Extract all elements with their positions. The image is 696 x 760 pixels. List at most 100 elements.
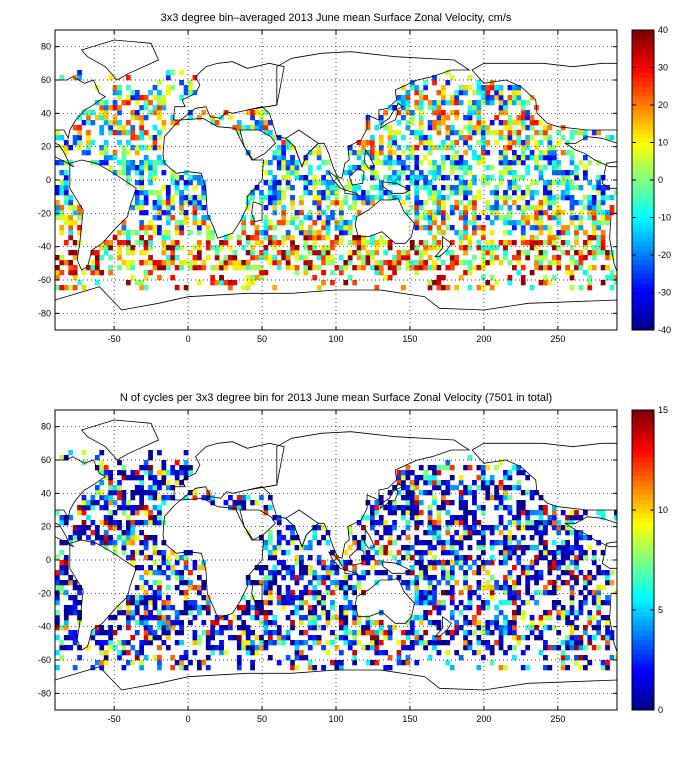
bin-cell <box>241 500 247 506</box>
bin-cell <box>578 590 584 596</box>
bin-cell <box>272 135 278 141</box>
bin-cell <box>99 540 105 546</box>
bin-cell <box>143 145 149 151</box>
coastline <box>162 497 264 619</box>
bin-cell <box>148 170 153 176</box>
bin-cell <box>427 595 433 601</box>
bin-cell <box>467 530 473 536</box>
bin-cell <box>108 520 113 526</box>
bin-cell <box>574 165 579 171</box>
colorbar-segment <box>632 592 654 598</box>
bin-cell <box>55 625 60 631</box>
bin-cell <box>401 660 406 666</box>
bin-cell <box>157 590 162 596</box>
bin-cell <box>485 240 491 246</box>
bin-cell <box>139 480 145 486</box>
bin-cell <box>112 545 118 551</box>
bin-cell <box>543 225 548 231</box>
bin-cell <box>516 635 522 641</box>
bin-cell <box>86 110 91 116</box>
bin-cell <box>299 615 304 621</box>
bin-cell <box>72 635 78 641</box>
bin-cell <box>569 590 575 596</box>
bin-cell <box>157 260 162 266</box>
bin-cell <box>130 110 136 116</box>
bin-cell <box>556 160 562 166</box>
bin-cell <box>472 215 477 221</box>
bin-cell <box>516 540 522 546</box>
bin-cell <box>401 580 406 586</box>
bin-cell <box>108 120 113 126</box>
colorbar-segment <box>632 231 654 237</box>
bin-cell <box>467 640 473 646</box>
bin-cell <box>259 620 264 626</box>
bin-cell <box>498 100 504 106</box>
bin-cell <box>480 255 486 261</box>
bin-cell <box>148 630 153 636</box>
bin-cell <box>303 230 309 236</box>
bin-cell <box>117 245 122 251</box>
bin-cell <box>551 625 557 631</box>
bin-cell <box>401 640 406 646</box>
bin-cell <box>467 630 473 636</box>
bin-cell <box>183 210 189 216</box>
bin-cell <box>263 540 269 546</box>
bin-cell <box>196 220 202 226</box>
bin-cell <box>547 225 553 231</box>
bin-cell <box>99 465 105 471</box>
bin-cell <box>378 520 384 526</box>
bin-cell <box>103 145 109 151</box>
bin-cell <box>134 90 140 96</box>
bin-cell <box>436 210 442 216</box>
bin-cell <box>458 610 464 616</box>
bin-cell <box>125 515 131 521</box>
bin-cell <box>445 550 451 556</box>
bin-cell <box>72 585 78 591</box>
bin-cell <box>427 160 433 166</box>
bin-cell <box>534 625 539 631</box>
bin-cell <box>259 115 264 121</box>
bin-cell <box>152 490 158 496</box>
bin-cell <box>152 600 158 606</box>
bin-cell <box>72 610 78 616</box>
bin-cell <box>130 130 136 136</box>
bin-cell <box>143 545 149 551</box>
bin-cell <box>210 635 216 641</box>
bin-cell <box>325 230 331 236</box>
bin-cell <box>263 270 269 276</box>
bin-cell <box>432 200 437 206</box>
bin-cell <box>121 610 127 616</box>
bin-cell <box>467 485 473 491</box>
colorbar-segment <box>632 325 654 331</box>
bin-cell <box>396 155 402 161</box>
bin-cell <box>476 90 482 96</box>
bin-cell <box>121 640 127 646</box>
bin-cell <box>68 630 74 636</box>
bin-cell <box>352 240 358 246</box>
bin-cell <box>605 570 610 576</box>
bin-cell <box>90 495 96 501</box>
bin-cell <box>520 510 526 516</box>
bin-cell <box>596 180 602 186</box>
bin-cell <box>63 455 69 461</box>
bin-cell <box>582 645 588 651</box>
bin-cell <box>543 590 548 596</box>
bin-cell <box>578 610 584 616</box>
bin-cell <box>86 535 91 541</box>
bin-cell <box>596 245 602 251</box>
bin-cell <box>449 665 455 671</box>
bin-cell <box>587 275 593 281</box>
bin-cell <box>458 625 464 631</box>
bin-cell <box>285 185 291 191</box>
colorbar-segment <box>632 442 654 448</box>
bin-cell <box>72 220 78 226</box>
bin-cell <box>503 630 508 636</box>
bin-cell <box>556 210 562 216</box>
bin-cell <box>449 515 455 521</box>
bin-cell <box>165 190 171 196</box>
bin-cell <box>534 215 539 221</box>
bin-cell <box>188 175 193 181</box>
bin-cell <box>157 615 162 621</box>
bin-cell <box>112 100 118 106</box>
bin-cell <box>55 160 60 166</box>
